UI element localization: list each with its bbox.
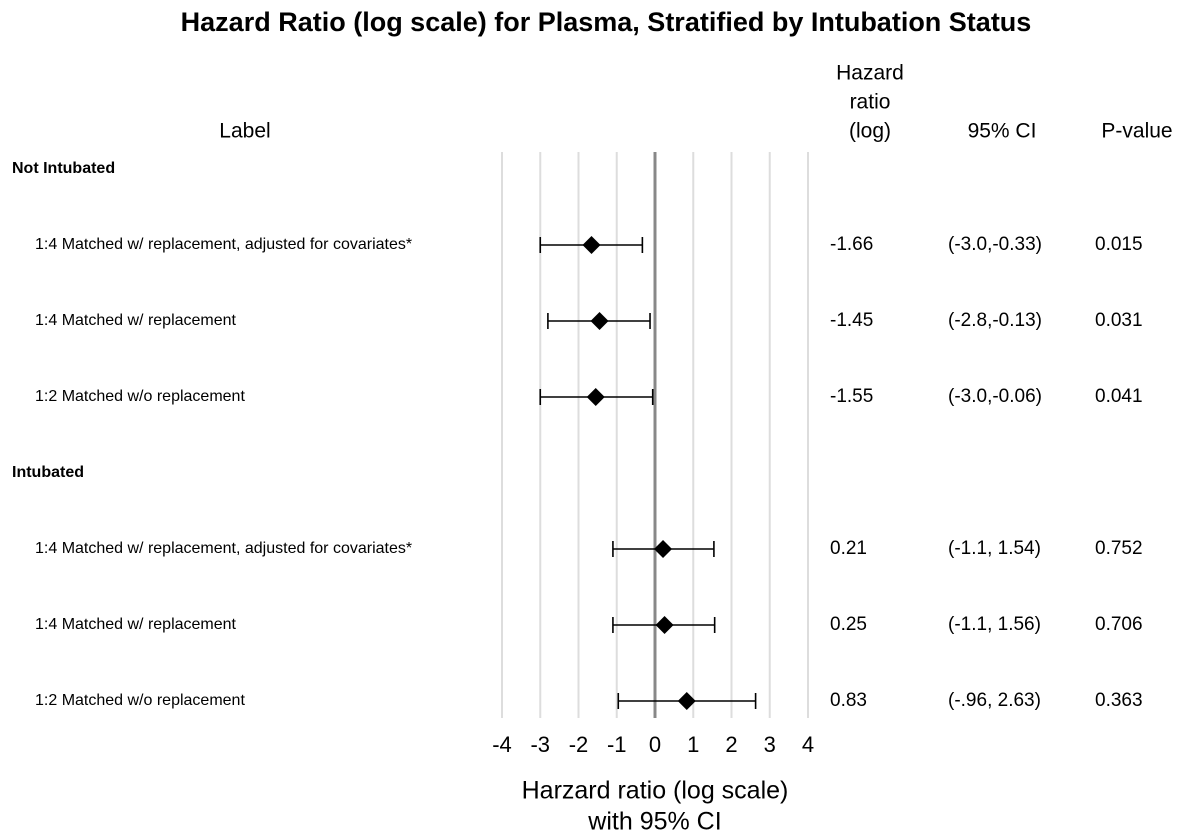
x-tick-label: 0 [649,732,661,757]
group-header: Intubated [12,464,84,481]
p-value: 0.031 [1095,310,1143,331]
p-value: 0.706 [1095,614,1143,635]
column-header: (log) [849,120,891,143]
ci-label: (-2.8,-0.13) [948,310,1042,331]
row-label: 1:4 Matched w/ replacement, adjusted for… [35,540,412,557]
x-axis-label: Harzard ratio (log scale) [522,777,789,805]
ci-label: (-3.0,-0.33) [948,234,1042,255]
x-tick-label: -3 [530,732,550,757]
x-tick-label: 4 [802,732,814,757]
estimate-marker [582,236,601,254]
estimate-marker [677,692,696,710]
row-label: 1:4 Matched w/ replacement [35,616,237,633]
column-header: Hazard [836,62,904,85]
x-tick-label: -2 [569,732,589,757]
p-value: 0.015 [1095,234,1143,255]
x-tick-label: -1 [607,732,627,757]
estimate-label: 0.21 [830,538,867,559]
column-header: Label [219,120,270,143]
estimate-marker [586,388,605,406]
ci-label: (-1.1, 1.54) [948,538,1041,559]
x-tick-label: 2 [725,732,737,757]
estimate-marker [654,540,673,558]
estimate-label: 0.83 [830,690,867,711]
chart-title: Hazard Ratio (log scale) for Plasma, Str… [181,7,1032,37]
estimate-marker [655,616,674,634]
x-axis-label: with 95% CI [587,808,721,836]
row-label: 1:4 Matched w/ replacement [35,312,237,329]
x-tick-label: 1 [687,732,699,757]
ci-label: (-1.1, 1.56) [948,614,1041,635]
p-value: 0.041 [1095,386,1143,407]
estimate-label: -1.45 [830,310,873,331]
p-value: 0.752 [1095,538,1143,559]
estimate-label: -1.55 [830,386,873,407]
estimate-label: 0.25 [830,614,867,635]
ci-label: (-3.0,-0.06) [948,386,1042,407]
x-tick-label: -4 [492,732,512,757]
p-value: 0.363 [1095,690,1143,711]
estimate-label: -1.66 [830,234,873,255]
group-header: Not Intubated [12,160,115,177]
column-header: P-value [1101,120,1172,143]
row-label: 1:4 Matched w/ replacement, adjusted for… [35,236,412,253]
row-label: 1:2 Matched w/o replacement [35,692,245,709]
row-label: 1:2 Matched w/o replacement [35,388,245,405]
column-header: 95% CI [968,120,1037,143]
estimate-marker [590,312,609,330]
column-header: ratio [850,91,891,114]
x-tick-label: 3 [764,732,776,757]
ci-label: (-.96, 2.63) [948,690,1041,711]
